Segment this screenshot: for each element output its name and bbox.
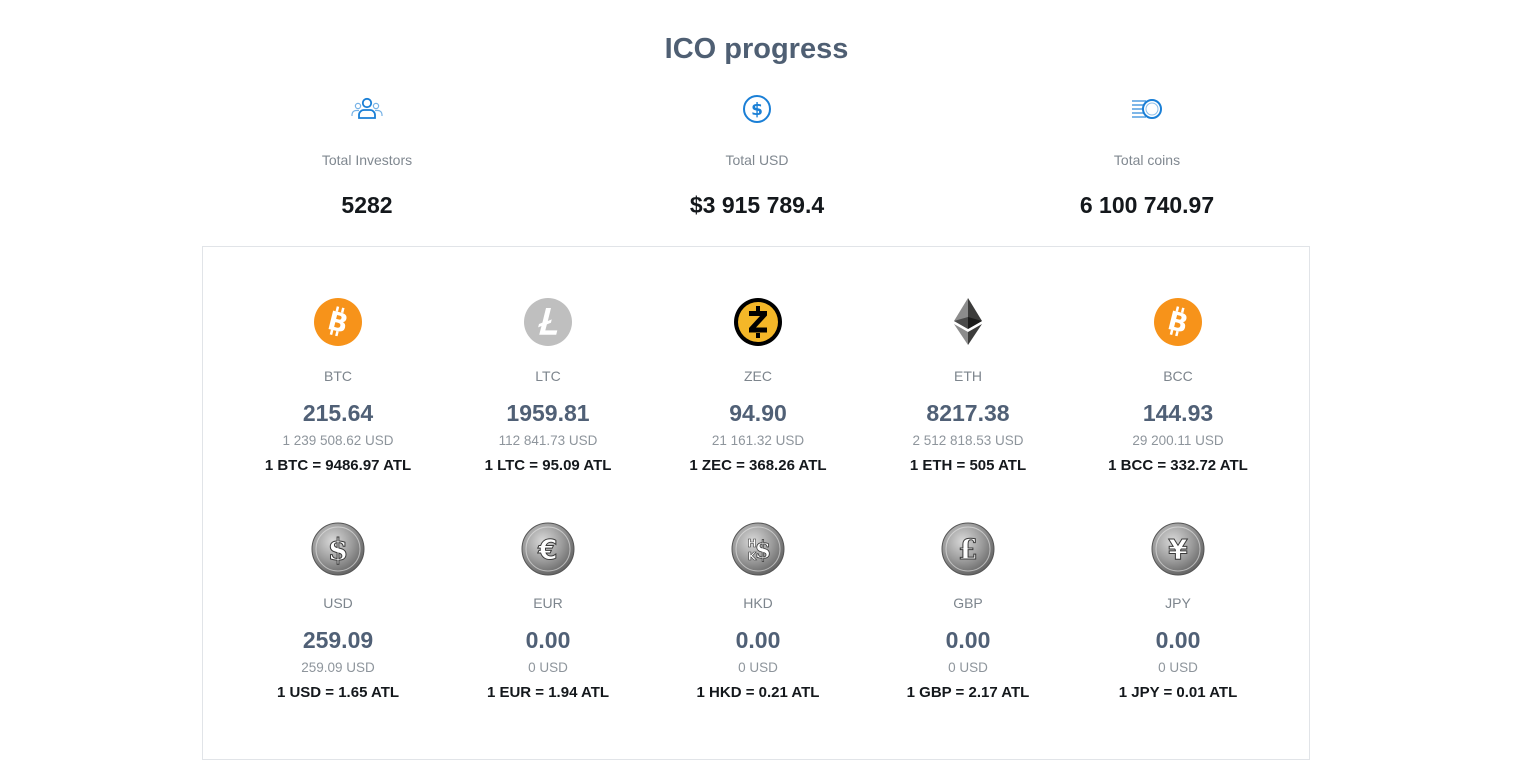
coin-exchange-rate: 1 LTC = 95.09 ATL — [484, 457, 612, 474]
coin-exchange-rate: 1 HKD = 0.21 ATL — [696, 684, 820, 701]
coin-usd-value: 112 841.73 USD — [498, 433, 598, 448]
svg-text:$: $ — [751, 100, 763, 120]
coin-exchange-rate: 1 EUR = 1.94 ATL — [486, 684, 610, 701]
total-investors-stat: Total Investors 5282 — [172, 90, 562, 219]
euro-coin-icon: € — [443, 522, 653, 576]
dollar-circle-icon: $ — [562, 90, 952, 128]
coin-symbol: USD — [323, 595, 353, 611]
coin-amount: 94.90 — [729, 400, 787, 426]
coin-card-zec: ZEC 94.90 21 161.32 USD 1 ZEC = 368.26 A… — [653, 296, 863, 476]
coin-amount: 0.00 — [1155, 627, 1201, 653]
hkd-coin-icon: H K $ — [653, 522, 863, 576]
coins-icon — [952, 90, 1342, 128]
coin-amount: 259.09 — [302, 627, 374, 653]
coin-symbol: HKD — [743, 595, 773, 611]
coin-exchange-rate: 1 BCC = 332.72 ATL — [1108, 457, 1248, 474]
currency-breakdown-panel: B BTC 215.64 1 239 508.62 USD 1 BTC = 94… — [202, 246, 1310, 760]
total-usd-label: Total USD — [725, 152, 789, 168]
coin-usd-value: 0 USD — [948, 660, 988, 675]
coin-usd-value: 259.09 USD — [301, 660, 375, 675]
total-usd-stat: $ Total USD $3 915 789.4 — [562, 90, 952, 219]
coin-symbol: ETH — [954, 368, 982, 384]
total-investors-label: Total Investors — [321, 152, 413, 168]
coin-usd-value: 0 USD — [738, 660, 778, 675]
coin-card-jpy: ¥ JPY 0.00 0 USD 1 JPY = 0.01 ATL — [1073, 522, 1283, 703]
coin-symbol: ZEC — [744, 368, 772, 384]
coin-symbol: EUR — [533, 595, 563, 611]
crypto-row: B BTC 215.64 1 239 508.62 USD 1 BTC = 94… — [233, 296, 1283, 476]
total-coins-stat: Total coins 6 100 740.97 — [952, 90, 1342, 219]
svg-text:¥: ¥ — [1168, 533, 1188, 566]
coin-amount: 0.00 — [525, 627, 571, 653]
coin-usd-value: 0 USD — [1158, 660, 1198, 675]
svg-text:K: K — [748, 550, 757, 563]
yen-coin-icon: ¥ — [1073, 522, 1283, 576]
bitcoin-icon: B — [233, 296, 443, 348]
coin-symbol: GBP — [953, 595, 983, 611]
svg-text:$: $ — [328, 533, 349, 568]
dollar-coin-icon: $ — [233, 522, 443, 576]
coin-symbol: BCC — [1163, 368, 1193, 384]
coin-exchange-rate: 1 ZEC = 368.26 ATL — [689, 457, 827, 474]
total-coins-label: Total coins — [1113, 152, 1181, 168]
coin-usd-value: 1 239 508.62 USD — [282, 433, 394, 448]
fiat-row: $ USD 259.09 259.09 USD 1 USD = 1.65 ATL… — [233, 522, 1283, 703]
coin-usd-value: 0 USD — [528, 660, 568, 675]
coin-exchange-rate: 1 JPY = 0.01 ATL — [1118, 684, 1238, 701]
coin-amount: 144.93 — [1142, 400, 1214, 426]
coin-exchange-rate: 1 GBP = 2.17 ATL — [906, 684, 1030, 701]
coin-symbol: JPY — [1165, 595, 1191, 611]
coin-card-hkd: H K $ HKD 0.00 0 USD 1 HKD = 0.21 ATL — [653, 522, 863, 703]
coin-amount: 1959.81 — [506, 400, 590, 426]
total-coins-value: 6 100 740.97 — [1079, 192, 1215, 218]
svg-text:H: H — [747, 537, 756, 550]
coin-symbol: BTC — [324, 368, 352, 384]
coin-card-btc: B BTC 215.64 1 239 508.62 USD 1 BTC = 94… — [233, 296, 443, 476]
coin-card-ltc: LTC 1959.81 112 841.73 USD 1 LTC = 95.09… — [443, 296, 653, 476]
investors-icon — [172, 90, 562, 128]
total-investors-value: 5282 — [341, 192, 393, 218]
coin-amount: 215.64 — [302, 400, 374, 426]
coin-card-gbp: £ GBP 0.00 0 USD 1 GBP = 2.17 ATL — [863, 522, 1073, 703]
coin-card-bcc: B BCC 144.93 29 200.11 USD 1 BCC = 332.7… — [1073, 296, 1283, 476]
coin-exchange-rate: 1 USD = 1.65 ATL — [276, 684, 400, 701]
zcash-icon — [653, 296, 863, 348]
coin-card-usd: $ USD 259.09 259.09 USD 1 USD = 1.65 ATL — [233, 522, 443, 703]
page-title: ICO progress — [664, 33, 849, 65]
coin-amount: 8217.38 — [926, 400, 1010, 426]
summary-stats: Total Investors 5282 $ Total USD $3 915 … — [172, 90, 1342, 219]
coin-exchange-rate: 1 BTC = 9486.97 ATL — [264, 457, 412, 474]
coin-usd-value: 21 161.32 USD — [711, 433, 805, 448]
bitcoin-cash-icon: B — [1073, 296, 1283, 348]
coin-card-eth: ETH 8217.38 2 512 818.53 USD 1 ETH = 505… — [863, 296, 1073, 476]
coin-amount: 0.00 — [735, 627, 781, 653]
total-usd-value: $3 915 789.4 — [689, 192, 825, 218]
svg-text:€: € — [537, 533, 557, 566]
ethereum-icon — [863, 296, 1073, 348]
coin-exchange-rate: 1 ETH = 505 ATL — [909, 457, 1027, 474]
litecoin-icon — [443, 296, 653, 348]
svg-text:£: £ — [958, 533, 977, 566]
coin-card-eur: € EUR 0.00 0 USD 1 EUR = 1.94 ATL — [443, 522, 653, 703]
coin-usd-value: 29 200.11 USD — [1132, 433, 1224, 448]
coin-amount: 0.00 — [945, 627, 991, 653]
svg-text:$: $ — [755, 535, 772, 564]
coin-symbol: LTC — [535, 368, 561, 384]
pound-coin-icon: £ — [863, 522, 1073, 576]
coin-usd-value: 2 512 818.53 USD — [912, 433, 1024, 448]
